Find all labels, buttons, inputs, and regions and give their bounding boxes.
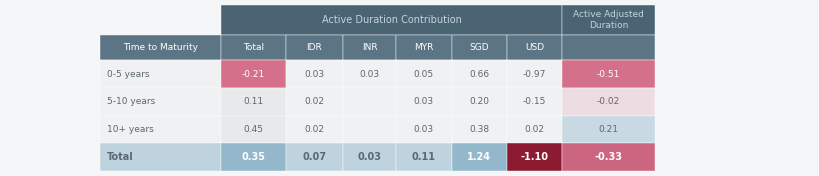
- Bar: [396, 34, 451, 60]
- Bar: [562, 60, 654, 88]
- Text: -0.15: -0.15: [523, 97, 545, 106]
- Bar: [220, 5, 562, 34]
- Text: USD: USD: [524, 43, 544, 52]
- Bar: [342, 88, 396, 116]
- Bar: [100, 60, 220, 88]
- Bar: [220, 34, 286, 60]
- Bar: [220, 116, 286, 143]
- Text: 0.11: 0.11: [411, 152, 436, 162]
- Bar: [396, 116, 451, 143]
- Bar: [506, 143, 562, 171]
- Bar: [342, 143, 396, 171]
- Text: 0.02: 0.02: [524, 125, 544, 134]
- Bar: [286, 143, 342, 171]
- Text: 0.02: 0.02: [304, 125, 324, 134]
- Bar: [506, 116, 562, 143]
- Bar: [451, 60, 506, 88]
- Bar: [342, 34, 396, 60]
- Bar: [562, 5, 654, 34]
- Bar: [100, 34, 220, 60]
- Text: -0.97: -0.97: [523, 70, 545, 79]
- Text: 0.05: 0.05: [414, 70, 433, 79]
- Text: -0.33: -0.33: [594, 152, 622, 162]
- Bar: [220, 88, 286, 116]
- Text: 0.07: 0.07: [302, 152, 326, 162]
- Bar: [100, 116, 220, 143]
- Bar: [100, 143, 220, 171]
- Text: 0.03: 0.03: [359, 70, 379, 79]
- Text: Total: Total: [242, 43, 264, 52]
- Text: 0.21: 0.21: [598, 125, 618, 134]
- Bar: [562, 34, 654, 60]
- Text: Total: Total: [106, 152, 133, 162]
- Bar: [396, 60, 451, 88]
- Text: 5-10 years: 5-10 years: [106, 97, 155, 106]
- Bar: [286, 116, 342, 143]
- Bar: [220, 143, 286, 171]
- Text: SGD: SGD: [468, 43, 488, 52]
- Bar: [562, 143, 654, 171]
- Bar: [506, 60, 562, 88]
- Text: 0.66: 0.66: [468, 70, 489, 79]
- Text: 0.38: 0.38: [468, 125, 489, 134]
- Bar: [220, 60, 286, 88]
- Bar: [286, 34, 342, 60]
- Text: 0.02: 0.02: [304, 97, 324, 106]
- Bar: [506, 88, 562, 116]
- Bar: [451, 88, 506, 116]
- Bar: [100, 88, 220, 116]
- Bar: [342, 60, 396, 88]
- Text: 0.20: 0.20: [468, 97, 489, 106]
- Text: 0.03: 0.03: [414, 125, 433, 134]
- Text: 0-5 years: 0-5 years: [106, 70, 149, 79]
- Bar: [451, 116, 506, 143]
- Text: 0.45: 0.45: [243, 125, 263, 134]
- Text: 0.03: 0.03: [304, 70, 324, 79]
- Text: Active Adjusted
Duration: Active Adjusted Duration: [572, 10, 643, 30]
- Text: -0.21: -0.21: [242, 70, 265, 79]
- Text: 10+ years: 10+ years: [106, 125, 153, 134]
- Bar: [451, 34, 506, 60]
- Bar: [506, 34, 562, 60]
- Text: 0.11: 0.11: [243, 97, 263, 106]
- Text: 1.24: 1.24: [467, 152, 491, 162]
- Text: Time to Maturity: Time to Maturity: [123, 43, 197, 52]
- Text: 0.03: 0.03: [414, 97, 433, 106]
- Bar: [562, 116, 654, 143]
- Bar: [396, 143, 451, 171]
- Text: -0.51: -0.51: [596, 70, 619, 79]
- Text: IDR: IDR: [306, 43, 322, 52]
- Bar: [562, 88, 654, 116]
- Bar: [286, 60, 342, 88]
- Text: MYR: MYR: [414, 43, 433, 52]
- Text: INR: INR: [361, 43, 377, 52]
- Text: -0.02: -0.02: [596, 97, 619, 106]
- Text: Active Duration Contribution: Active Duration Contribution: [321, 15, 461, 25]
- Text: 0.35: 0.35: [241, 152, 265, 162]
- Bar: [342, 116, 396, 143]
- Bar: [396, 88, 451, 116]
- Bar: [100, 5, 220, 34]
- Bar: [451, 143, 506, 171]
- Text: 0.03: 0.03: [357, 152, 381, 162]
- Bar: [286, 88, 342, 116]
- Text: -1.10: -1.10: [520, 152, 548, 162]
